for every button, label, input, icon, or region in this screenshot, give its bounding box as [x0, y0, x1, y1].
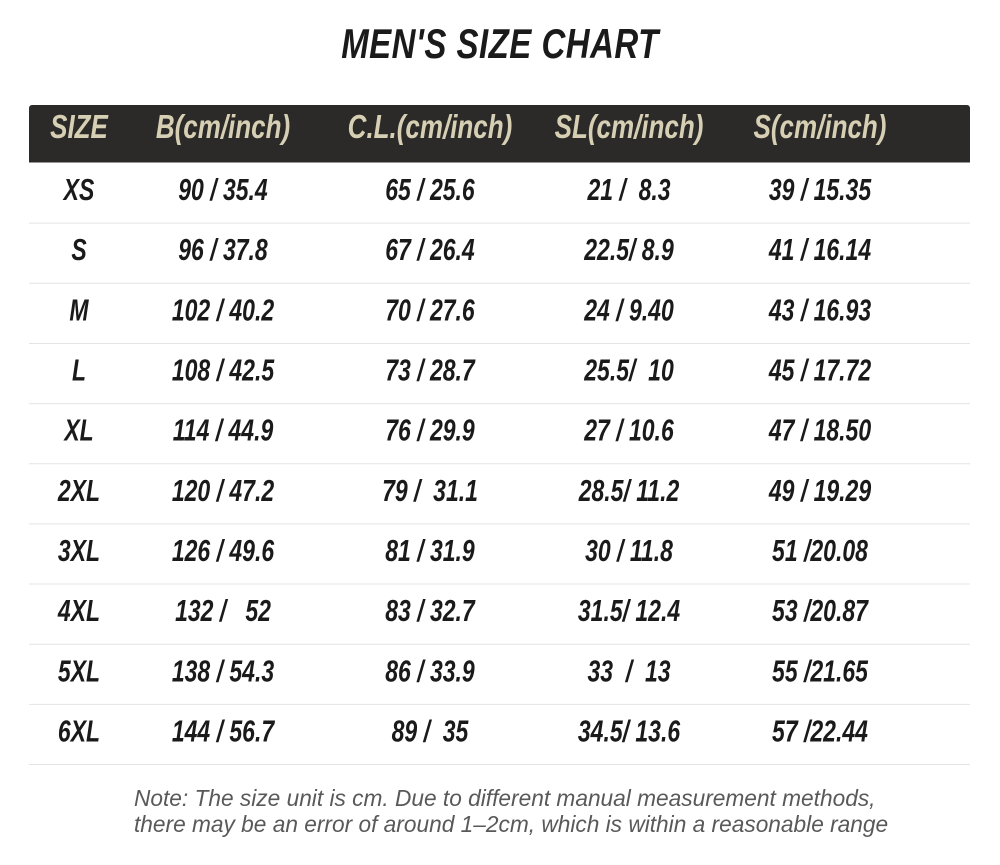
svg-text:70 / 27.6: 70 / 27.6 — [385, 293, 475, 327]
svg-text:89 / 35: 89 / 35 — [392, 714, 469, 748]
svg-text:B(cm/inch): B(cm/inch) — [156, 109, 290, 146]
svg-text:51 /20.08: 51 /20.08 — [772, 534, 868, 568]
svg-text:3XL: 3XL — [58, 534, 100, 568]
svg-text:120 / 47.2: 120 / 47.2 — [172, 474, 274, 508]
svg-text:47 / 18.50: 47 / 18.50 — [768, 414, 871, 448]
svg-text:55 /21.65: 55 /21.65 — [772, 654, 869, 688]
svg-text:132 / 52: 132 / 52 — [175, 594, 271, 628]
svg-text:126 / 49.6: 126 / 49.6 — [172, 534, 275, 568]
svg-text:81 / 31.9: 81 / 31.9 — [385, 534, 474, 568]
svg-text:SIZE: SIZE — [50, 109, 109, 146]
svg-text:43 / 16.93: 43 / 16.93 — [768, 293, 871, 327]
svg-text:there may be an error of aroun: there may be an error of around 1–2cm, w… — [134, 811, 888, 837]
svg-text:86 / 33.9: 86 / 33.9 — [385, 654, 474, 688]
svg-text:39 / 15.35: 39 / 15.35 — [769, 173, 872, 207]
svg-text:Note: The size unit is cm. Due: Note: The size unit is cm. Due to differ… — [134, 785, 875, 811]
svg-text:53 /20.87: 53 /20.87 — [772, 594, 870, 628]
svg-text:102 / 40.2: 102 / 40.2 — [172, 293, 274, 327]
svg-text:L: L — [72, 353, 86, 387]
svg-text:S: S — [71, 233, 86, 267]
svg-text:30 / 11.8: 30 / 11.8 — [585, 534, 673, 568]
svg-text:XL: XL — [63, 414, 94, 448]
svg-text:79 / 31.1: 79 / 31.1 — [382, 474, 478, 508]
svg-text:90 / 35.4: 90 / 35.4 — [178, 173, 267, 207]
svg-text:C.L.(cm/inch): C.L.(cm/inch) — [348, 109, 513, 146]
svg-text:114 / 44.9: 114 / 44.9 — [173, 414, 274, 448]
svg-text:24 / 9.40: 24 / 9.40 — [583, 293, 673, 327]
svg-text:22.5/ 8.9: 22.5/ 8.9 — [583, 233, 673, 267]
svg-text:57 /22.44: 57 /22.44 — [772, 714, 868, 748]
svg-text:76 / 29.9: 76 / 29.9 — [385, 414, 474, 448]
svg-text:S(cm/inch): S(cm/inch) — [754, 109, 887, 146]
svg-text:49 / 19.29: 49 / 19.29 — [768, 474, 871, 508]
svg-text:6XL: 6XL — [58, 714, 100, 748]
svg-text:5XL: 5XL — [58, 654, 100, 688]
svg-text:SL(cm/inch): SL(cm/inch) — [555, 109, 704, 146]
svg-text:27 / 10.6: 27 / 10.6 — [583, 414, 674, 448]
svg-text:108 / 42.5: 108 / 42.5 — [172, 353, 275, 387]
svg-text:4XL: 4XL — [57, 594, 100, 628]
svg-text:34.5/ 13.6: 34.5/ 13.6 — [578, 714, 681, 748]
svg-text:XS: XS — [62, 173, 94, 207]
svg-text:138 / 54.3: 138 / 54.3 — [172, 654, 274, 688]
svg-text:67 / 26.4: 67 / 26.4 — [385, 233, 474, 267]
svg-text:83 / 32.7: 83 / 32.7 — [385, 594, 476, 628]
svg-text:65 / 25.6: 65 / 25.6 — [385, 173, 475, 207]
svg-text:25.5/ 10: 25.5/ 10 — [583, 353, 673, 387]
svg-text:33 / 13: 33 / 13 — [587, 654, 670, 688]
svg-text:45 / 17.72: 45 / 17.72 — [768, 353, 871, 387]
svg-text:MEN'S SIZE CHART: MEN'S SIZE CHART — [341, 20, 661, 67]
svg-text:M: M — [69, 293, 89, 327]
svg-text:28.5/ 11.2: 28.5/ 11.2 — [578, 474, 679, 508]
svg-text:41 / 16.14: 41 / 16.14 — [768, 233, 871, 267]
svg-text:96 / 37.8: 96 / 37.8 — [178, 233, 267, 267]
svg-text:73 / 28.7: 73 / 28.7 — [385, 353, 476, 387]
svg-text:21 / 8.3: 21 / 8.3 — [587, 173, 671, 207]
svg-text:144 / 56.7: 144 / 56.7 — [172, 714, 276, 748]
svg-text:2XL: 2XL — [57, 474, 100, 508]
svg-text:31.5/ 12.4: 31.5/ 12.4 — [578, 594, 680, 628]
